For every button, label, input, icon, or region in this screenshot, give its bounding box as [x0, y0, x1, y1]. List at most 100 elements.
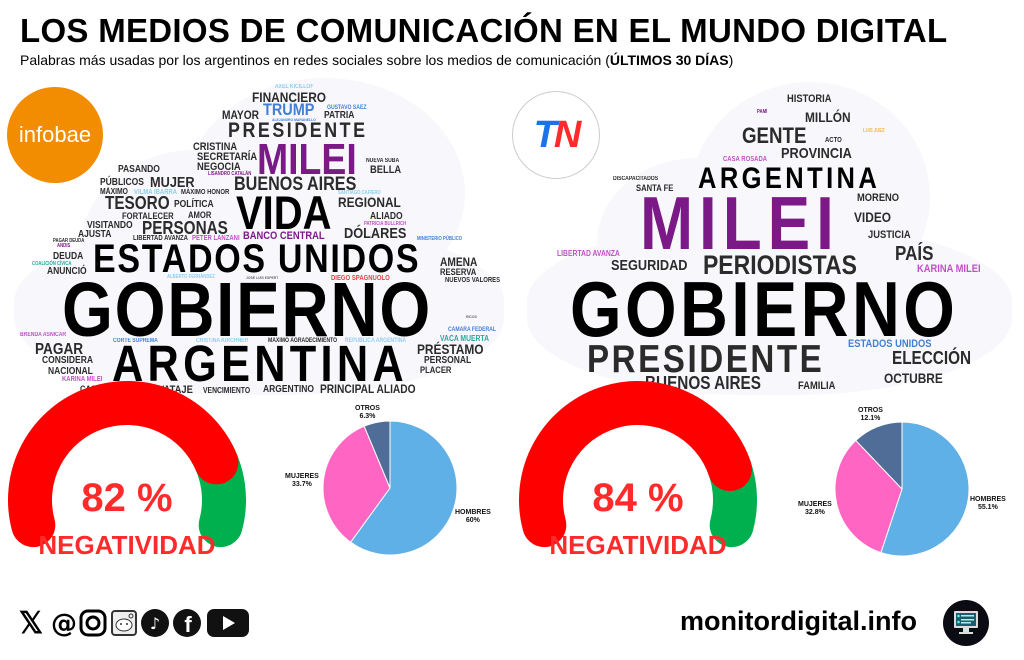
word: MÁXIMO AGRADECIMIENTO [268, 338, 338, 344]
gauge-label-infobae: NEGATIVIDAD [38, 530, 216, 560]
word: RESERVA [440, 267, 477, 277]
word: VISITANDO [87, 220, 133, 231]
infobae-gender-pie [322, 420, 458, 556]
word: ESTADOS UNIDOS [93, 237, 421, 281]
word: PERSONAL [424, 355, 472, 366]
facebook-icon[interactable]: f [172, 608, 202, 638]
word: MORENO [857, 192, 900, 204]
word: MILLÓN [805, 109, 851, 125]
brand-name[interactable]: monitordigital.info [680, 606, 917, 636]
word: GENTE [742, 123, 807, 148]
word: PRESIDENTE [587, 338, 825, 381]
slice-name: OTROS [355, 405, 380, 412]
pie-label-hombres: HOMBRES 60% [455, 509, 491, 525]
word: PROVINCIA [781, 145, 852, 162]
tn-logo-n: N [553, 113, 582, 156]
gauge-negative-arc [8, 381, 239, 548]
word: BELLA [370, 164, 402, 176]
pie-slice-hombres [880, 421, 970, 557]
pie-slice-mujeres [834, 439, 903, 554]
word: LISANDRO CATALÁN [208, 171, 252, 177]
word: MÁXIMO [100, 187, 128, 196]
word: ARGENTINO [263, 384, 314, 395]
word: ELECCIÓN [892, 348, 972, 368]
word: REPÚBLICA ARGENTINA [345, 338, 407, 344]
page-subtitle: Palabras más usadas por los argentinos e… [20, 52, 733, 68]
word: HISTORIA [787, 93, 832, 105]
word: OCTUBRE [884, 370, 943, 386]
reddit-icon[interactable] [109, 608, 139, 638]
word: PRINCIPAL ALIADO [320, 382, 416, 396]
instagram-icon[interactable] [78, 608, 108, 638]
gauge-value-infobae: 82 % [81, 476, 173, 520]
word: PERIODISTAS [703, 250, 857, 280]
x-icon[interactable]: 𝕏 [18, 606, 44, 640]
word: POLÍTICA [174, 199, 214, 210]
pie-label-otros: OTROS 6.3% [355, 405, 380, 421]
word: TESORO [105, 193, 170, 213]
word: VILMA IBARRA [134, 189, 178, 196]
cloud-shape [527, 225, 1012, 395]
word: SANTIAGO CAFIERO [338, 190, 381, 196]
word: ALIADO [370, 211, 403, 222]
word: AMENA [440, 255, 478, 269]
word: CRISTINA [193, 141, 238, 153]
word: PAMI [757, 109, 768, 115]
word: NUEVOS VALORES [445, 277, 501, 284]
pie-slice-otros [363, 420, 391, 489]
word: SEGURIDAD [611, 257, 688, 274]
slice-value: 33.7% [291, 481, 312, 489]
word: ESTADOS UNIDOS [848, 338, 932, 350]
pie-label-hombres: HOMBRES 55.1% [970, 496, 1006, 512]
word: VACA MUERTA [440, 334, 489, 343]
word: GUSTAVO SÁEZ [327, 105, 367, 111]
word: BRENDA ASNICAR [20, 332, 67, 338]
word: ACTO [825, 137, 842, 144]
youtube-icon[interactable] [206, 608, 250, 638]
word: CASA ROSADA [723, 156, 768, 163]
svg-text:f: f [184, 612, 192, 637]
word: PASANDO [118, 164, 160, 175]
word: CONSIDERA [42, 355, 94, 366]
word: FAMILIA [798, 380, 836, 392]
word: PETER LANZANI [192, 235, 240, 242]
threads-icon[interactable]: @ [49, 608, 79, 638]
slice-name: HOMBRES [455, 509, 491, 516]
word: SECRETARÍA [197, 151, 258, 163]
word: GOBIERNO [62, 267, 432, 353]
word: MUJER [150, 174, 195, 191]
slice-value: 60% [465, 517, 480, 525]
word: PATRIA [324, 110, 355, 121]
word: NUEVA SUBA [366, 158, 400, 164]
tn-gender-pie [834, 421, 970, 557]
word: ANUNCIÓ [47, 266, 87, 277]
word: LUIS JUEZ [863, 128, 885, 134]
gauge-label-tn: NEGATIVIDAD [549, 530, 727, 560]
word: ARGENTINA [698, 162, 881, 195]
word: MILEI [640, 181, 840, 265]
word: CRISTINA KIRCHNER [196, 338, 249, 344]
infobae-logo: infobae [7, 87, 103, 183]
word: PAÍS [895, 243, 934, 265]
cloud-shape [14, 225, 504, 395]
gauge-negative-arc [519, 381, 752, 548]
pie-label-mujeres: MUJERES 33.7% [285, 473, 319, 489]
word: AXEL KICILLOF [275, 84, 314, 90]
slice-value: 32.8% [804, 509, 825, 517]
svg-text:@: @ [51, 609, 77, 637]
subtitle-end: ) [728, 52, 734, 68]
slice-name: HOMBRES [970, 496, 1006, 503]
word: KARINA MILEI [62, 376, 103, 383]
word: LIBERTAD AVANZA [133, 235, 188, 242]
word: ALBERTO FERNÁNDEZ [167, 274, 215, 280]
word: PRESIDENTE [228, 119, 368, 142]
slice-name: OTROS [858, 407, 883, 414]
word: LIBERTAD AVANZA [557, 249, 620, 258]
word: COALICIÓN CÍVICA [32, 261, 72, 267]
tiktok-icon[interactable]: ♪ [140, 608, 170, 638]
slice-name: MUJERES [285, 473, 319, 480]
word: AJUSTA [78, 229, 112, 240]
word: TRUMP [263, 100, 315, 119]
